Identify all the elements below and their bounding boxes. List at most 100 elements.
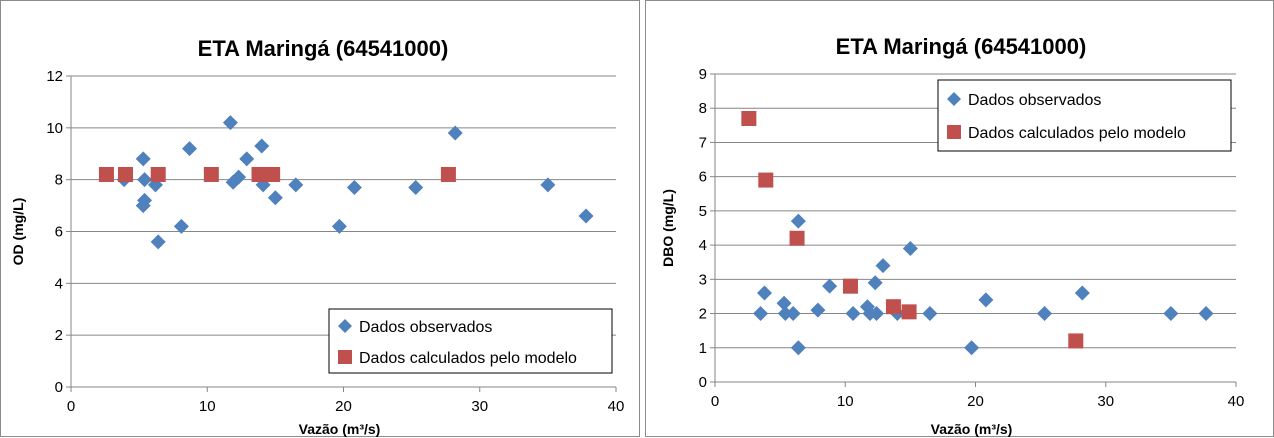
observed-point: [447, 125, 463, 141]
y-axis-label: OD (mg/L): [10, 198, 26, 266]
observed-point: [822, 278, 838, 294]
observed-point: [753, 306, 769, 322]
y-tick-label: 9: [699, 66, 707, 83]
observed-point: [239, 151, 255, 167]
observed-point: [540, 177, 556, 193]
x-tick-label: 40: [1228, 393, 1245, 410]
observed-point: [331, 218, 347, 234]
observed-point: [231, 169, 247, 185]
observed-point: [867, 275, 883, 291]
observed-point: [182, 141, 198, 157]
x-tick-label: 10: [199, 398, 216, 415]
y-tick-label: 3: [699, 271, 707, 288]
y-tick-label: 4: [55, 275, 63, 292]
y-tick-label: 7: [699, 134, 707, 151]
observed-point: [776, 295, 792, 311]
y-tick-label: 8: [55, 172, 63, 189]
legend-square-icon: [338, 350, 352, 364]
y-tick-label: 5: [699, 203, 707, 220]
observed-point: [346, 179, 362, 195]
observed-point: [137, 172, 153, 188]
y-axis-label: DBO (mg/L): [660, 189, 676, 267]
x-tick-label: 30: [471, 398, 488, 415]
observed-point: [790, 213, 806, 229]
od-scatter-chart: ETA Maringá (64541000) 0 2 4 6 8 10 12 0 10 20 30 40…: [10, 36, 625, 437]
model-point: [251, 166, 267, 182]
chart-panel-od: ETA Maringá (64541000) 0 2 4 6 8 10 12 0 10 20 30 40…: [0, 0, 640, 437]
legend-label: Dados observados: [359, 319, 492, 336]
model-point: [150, 166, 166, 182]
model-point: [1068, 333, 1084, 349]
dbo-scatter-chart: ETA Maringá (64541000) 0 1 2 3 4 5 6 7 8 9 0 10 20 30 4…: [660, 34, 1245, 437]
model-point: [98, 166, 114, 182]
observed-point: [902, 241, 918, 257]
x-tick-label: 20: [967, 393, 984, 410]
observed-point: [1163, 306, 1179, 322]
y-tick-label: 0: [55, 379, 63, 396]
observed-point: [150, 234, 166, 250]
model-point: [842, 278, 858, 294]
legend-diamond-icon: [947, 92, 961, 106]
x-tick-label: 0: [67, 398, 75, 415]
observed-point: [408, 179, 424, 195]
legend-label: Dados observados: [968, 92, 1101, 109]
observed-point: [845, 306, 861, 322]
observed-point: [135, 151, 151, 167]
model-point: [901, 304, 917, 320]
model-point: [203, 166, 219, 182]
x-tick-label: 30: [1097, 393, 1114, 410]
observed-point: [1037, 306, 1053, 322]
x-tick-label: 0: [711, 393, 719, 410]
observed-point: [777, 306, 793, 322]
observed-point: [859, 299, 875, 315]
y-tick-label: 8: [699, 100, 707, 117]
observed-point: [756, 285, 772, 301]
observed-point: [222, 115, 238, 131]
observed-point: [785, 306, 801, 322]
legend-box: [937, 79, 1232, 152]
y-tick-label: 6: [55, 224, 63, 241]
observed-point: [137, 192, 153, 208]
observed-point: [578, 208, 594, 224]
y-tick-label: 0: [699, 374, 707, 391]
observed-point: [288, 177, 304, 193]
observed-point: [254, 138, 270, 154]
legend-square-icon: [947, 125, 961, 139]
observed-point: [173, 218, 189, 234]
legend-box: [328, 308, 613, 374]
model-point: [118, 166, 133, 182]
legend-label: Dados calculados pelo modelo: [359, 350, 577, 367]
x-tick-label: 10: [837, 393, 854, 410]
x-tick-label: 20: [335, 398, 352, 415]
model-point: [758, 172, 774, 188]
chart-panel-dbo: ETA Maringá (64541000) 0 1 2 3 4 5 6 7 8 9 0 10 20 30 4…: [645, 0, 1274, 437]
observed-point: [978, 292, 994, 308]
y-tick-label: 2: [55, 327, 63, 344]
model-point: [440, 166, 456, 182]
observed-point: [922, 306, 938, 322]
model-point: [741, 110, 757, 126]
y-tick-label: 4: [699, 237, 707, 254]
chart-title: ETA Maringá (64541000): [198, 36, 449, 61]
observed-point: [790, 340, 806, 356]
legend-diamond-icon: [338, 319, 352, 333]
model-point: [885, 299, 901, 315]
x-axis-label: Vazão (m³/s): [931, 421, 1013, 437]
observed-point: [869, 306, 885, 322]
x-tick-label: 40: [608, 398, 625, 415]
model-point: [265, 166, 281, 182]
observed-point: [267, 190, 283, 206]
y-tick-label: 6: [699, 169, 707, 186]
observed-point: [1074, 285, 1090, 301]
legend-label: Dados calculados pelo modelo: [968, 125, 1186, 142]
observed-point: [810, 302, 826, 318]
y-tick-label: 10: [46, 120, 63, 137]
chart-title: ETA Maringá (64541000): [836, 34, 1087, 59]
observed-point: [1198, 306, 1214, 322]
y-tick-label: 1: [699, 340, 707, 357]
y-tick-label: 12: [46, 68, 63, 85]
y-tick-label: 2: [699, 306, 707, 323]
model-point: [789, 230, 805, 246]
x-axis-label: Vazão (m³/s): [299, 421, 381, 437]
observed-point: [964, 340, 980, 356]
